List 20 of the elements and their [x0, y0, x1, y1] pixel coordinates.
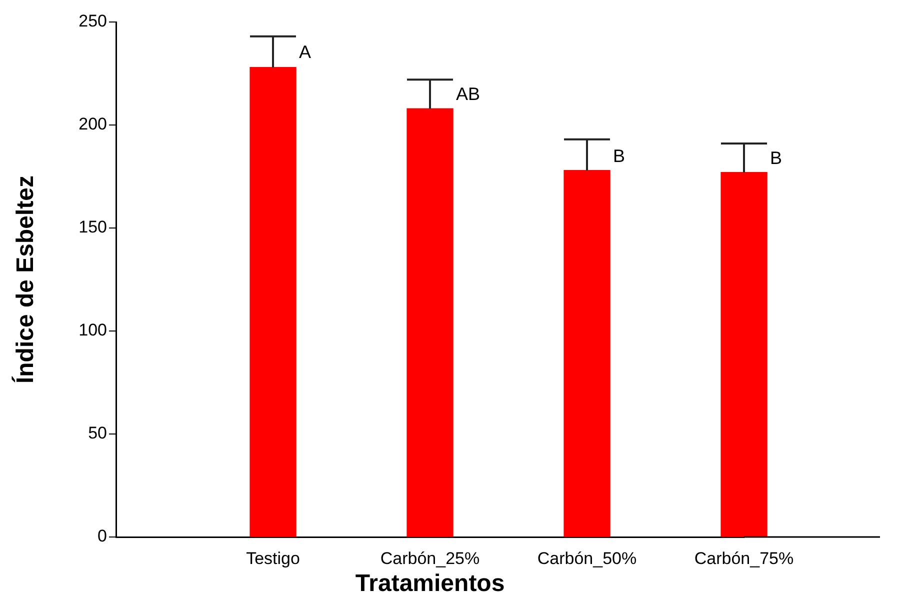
y-tick-label: 200	[78, 114, 107, 134]
x-tick-label: Testigo	[246, 548, 300, 568]
annotation: AB	[456, 84, 480, 104]
y-axis-title: Índice de Esbeltez	[11, 175, 40, 384]
annotation: A	[299, 42, 312, 62]
annotation: B	[770, 148, 782, 168]
y-tick-label: 250	[78, 12, 107, 31]
x-axis-title: Tratamientos	[355, 570, 505, 598]
y-tick-label: 150	[78, 218, 107, 237]
y-tick-label: 50	[88, 424, 107, 443]
y-tick-label: 100	[78, 320, 107, 340]
annotation: B	[613, 146, 626, 166]
y-tick-label: 0	[98, 526, 107, 546]
x-tick-label: Carbón_25%	[380, 548, 480, 568]
bar	[250, 66, 296, 537]
x-tick-label: Carbón_50%	[537, 548, 637, 568]
bar	[406, 108, 454, 537]
bar	[720, 172, 768, 537]
bar	[564, 170, 610, 537]
x-tick-label: Carbón_75%	[694, 548, 794, 568]
